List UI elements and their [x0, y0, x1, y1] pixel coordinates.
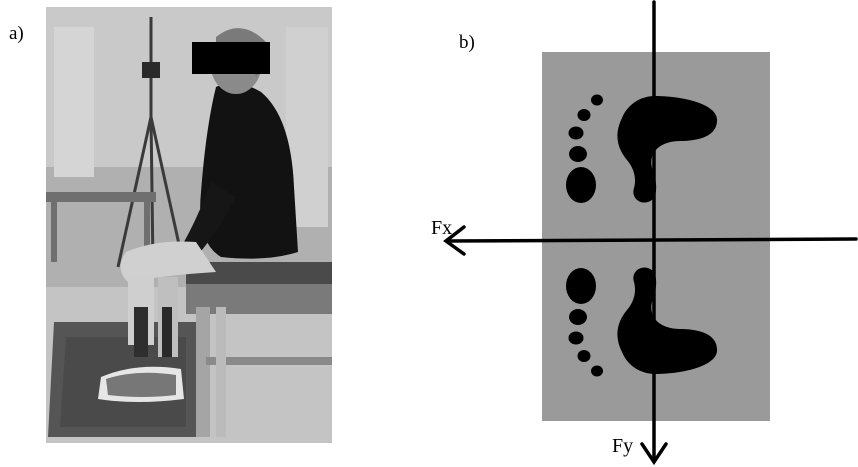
fx-axis	[443, 225, 858, 256]
fy-axis	[640, 0, 668, 466]
force-plate-diagram	[443, 0, 858, 466]
fy-axis-label: Fy	[612, 435, 634, 457]
fx-axis-label: Fx	[431, 217, 453, 239]
treatment-table	[186, 262, 332, 437]
footprint-bottom	[566, 267, 718, 377]
subject-photo	[46, 7, 332, 443]
privacy-bar	[192, 42, 270, 74]
camera	[142, 62, 160, 78]
panel-a-label: a)	[9, 23, 24, 44]
panel-b-label: b)	[459, 32, 475, 53]
footprint-top	[566, 94, 718, 203]
subject-leg	[120, 241, 216, 282]
